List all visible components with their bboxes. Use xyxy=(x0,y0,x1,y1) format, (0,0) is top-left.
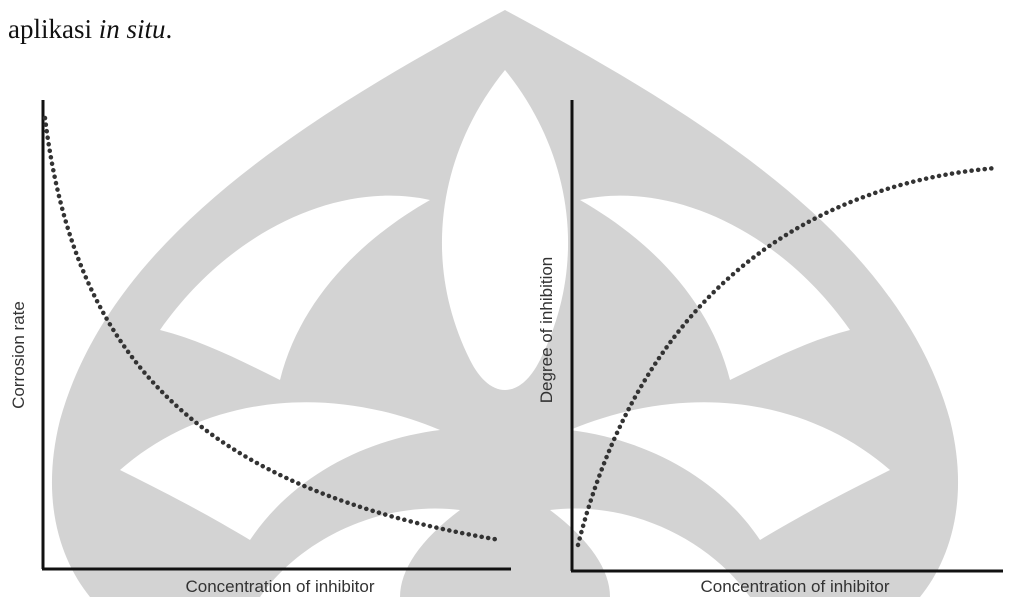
paragraph: aplikasi in situ. xyxy=(8,14,172,45)
italic-text: in situ xyxy=(99,14,166,44)
page: Corrosion rate Concentration of inhibito… xyxy=(0,0,1009,597)
y-label: Corrosion rate xyxy=(9,301,28,409)
x-label: Concentration of inhibitor xyxy=(700,577,889,596)
text: aplikasi xyxy=(8,14,99,44)
figure: Corrosion rate Concentration of inhibito… xyxy=(0,0,1009,597)
x-label: Concentration of inhibitor xyxy=(185,577,374,596)
text: . xyxy=(166,14,173,44)
y-label: Degree of inhibition xyxy=(537,257,556,403)
watermark xyxy=(52,10,958,597)
